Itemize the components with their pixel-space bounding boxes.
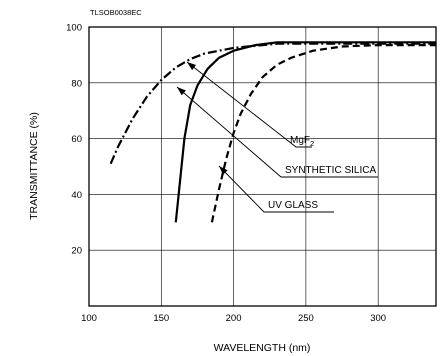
annotation-arrowhead-synthetic-silica [177, 87, 186, 96]
x-tick-label: 300 [370, 313, 386, 324]
y-tick-label: 20 [71, 246, 82, 257]
series-line-mgf2 [109, 42, 436, 165]
x-tick-label: 150 [153, 313, 169, 324]
annotation-label-main: MgF [290, 135, 310, 146]
y-tick-label: 80 [71, 78, 82, 89]
y-axis-title: TRANSMITTANCE (%) [28, 112, 40, 220]
tick-labels: 100 150 200 250 300 20 40 60 80 100 [66, 23, 386, 325]
y-tick-label: 100 [66, 23, 82, 34]
chart-code: TLSOB0038EC [90, 8, 142, 17]
plot-frame [88, 26, 437, 307]
series-line-uv-glass [210, 44, 436, 223]
series-line-synthetic-silica [174, 41, 436, 223]
annotation-label-mgf2: MgF2 [290, 135, 314, 148]
y-tick-label: 60 [71, 134, 82, 145]
x-axis-title: WAVELENGTH (nm) [214, 342, 311, 354]
annotation-leader-uv-glass [218, 165, 334, 213]
annotation-label-main: SYNTHETIC SILICA [285, 165, 376, 176]
series-lines [109, 41, 436, 223]
series-annotations: MgF2 SYNTHETIC SILICA UV GLASS [176, 61, 378, 213]
annotation-leader-mgf2 [186, 61, 312, 148]
annotation-label-uv-glass: UV GLASS [268, 200, 318, 211]
annotation-leader-synthetic-silica [176, 86, 378, 178]
annotation-arrowhead-uv-glass [219, 166, 228, 175]
x-tick-label: 250 [298, 313, 314, 324]
annotation-arrowhead-mgf2 [187, 62, 197, 71]
x-tick-label: 100 [81, 313, 97, 324]
annotation-label-main: UV GLASS [268, 200, 318, 211]
x-tick-label: 200 [226, 313, 242, 324]
annotation-label-subscript: 2 [310, 139, 314, 148]
grid [89, 27, 436, 306]
y-tick-label: 40 [71, 190, 82, 201]
annotation-label-synthetic-silica: SYNTHETIC SILICA [285, 165, 376, 176]
